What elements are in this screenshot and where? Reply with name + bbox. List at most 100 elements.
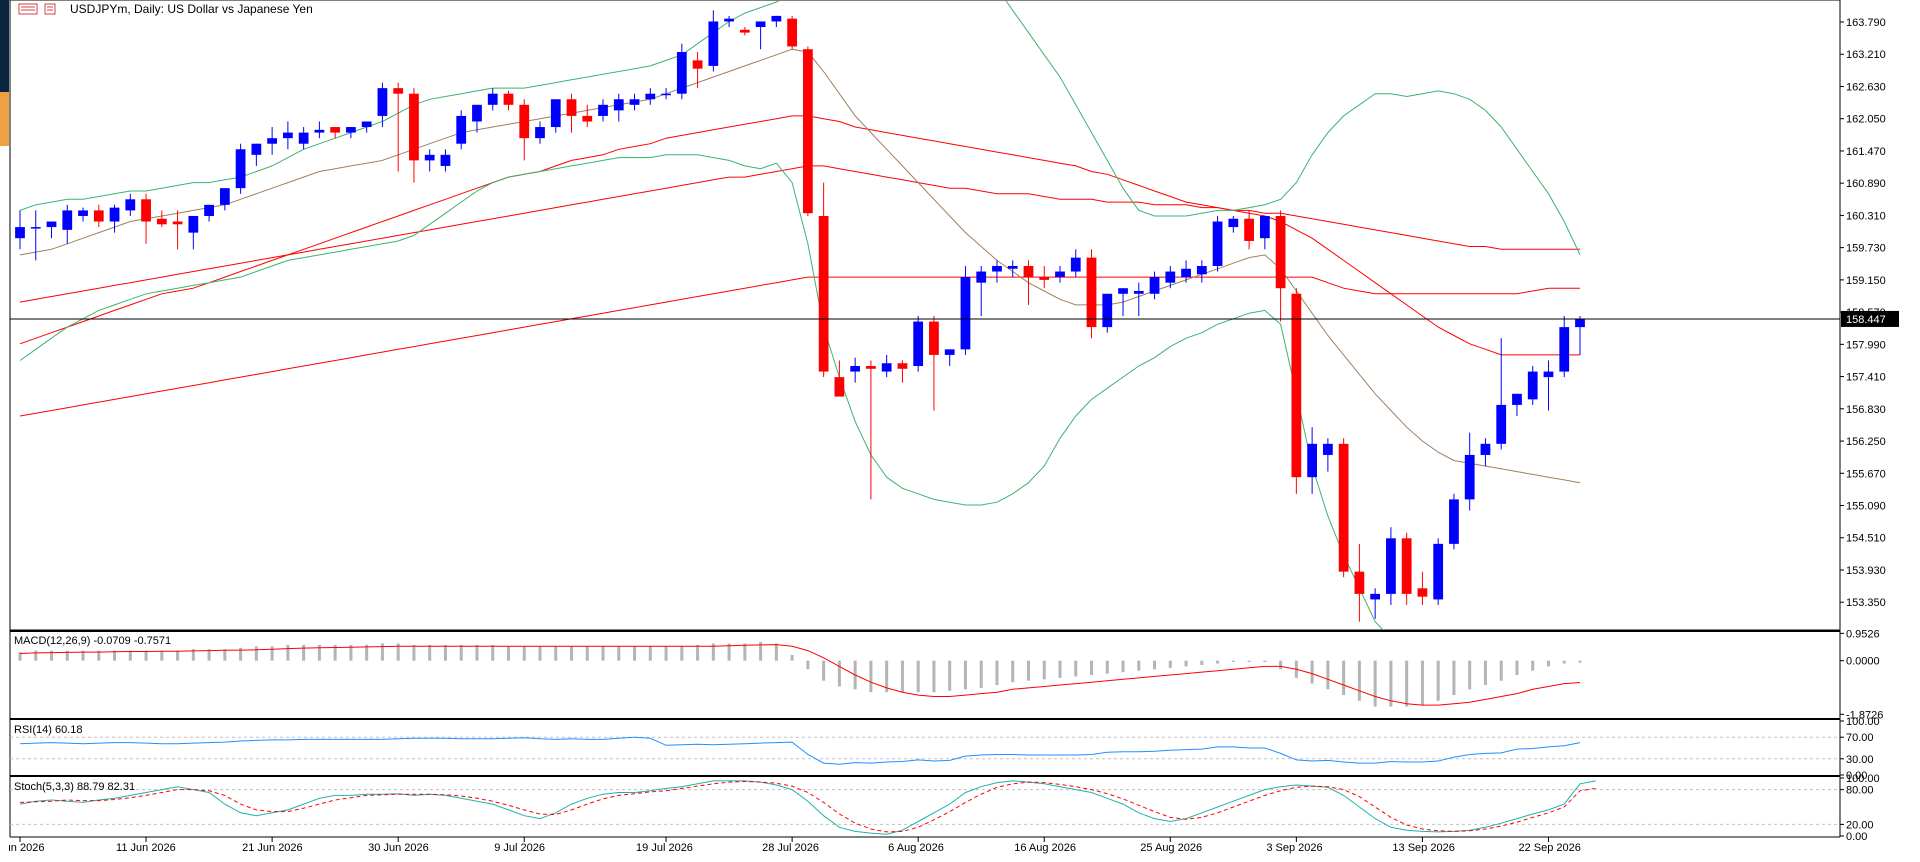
price-tick-label: 162.050	[1846, 114, 1886, 126]
macd-histogram-bar	[1263, 660, 1267, 663]
macd-histogram-bar	[979, 660, 983, 688]
macd-histogram-bar	[554, 646, 558, 661]
macd-histogram-bar	[365, 644, 369, 661]
price-tick-label: 154.510	[1846, 533, 1886, 545]
macd-histogram-bar	[317, 644, 321, 661]
date-tick-label: 19 Jul 2026	[636, 842, 693, 854]
candle-bull	[282, 132, 293, 139]
macd-histogram-bar	[1231, 660, 1235, 663]
date-tick-label: 2 Jun 2026	[0, 842, 44, 854]
candle-bull	[424, 154, 435, 161]
candle-bull	[251, 143, 262, 155]
price-tick-label: 157.990	[1846, 339, 1886, 351]
candle-bear	[141, 199, 151, 222]
moving-average-fast-line	[19, 48, 1581, 484]
candle-bull	[1575, 318, 1585, 328]
macd-histogram-bar	[443, 644, 447, 661]
candle-bull	[298, 132, 309, 144]
macd-histogram-bar	[475, 644, 479, 661]
macd-histogram-bar	[176, 650, 180, 661]
macd-histogram-bar	[538, 646, 542, 661]
macd-histogram-bar	[1420, 660, 1424, 706]
macd-histogram-bar	[1026, 660, 1030, 681]
rsi-label: RSI(14) 60.18	[14, 724, 82, 736]
macd-histogram-bar	[696, 644, 700, 661]
macd-histogram-bar	[617, 646, 621, 661]
macd-histogram-bar	[1168, 660, 1172, 668]
macd-histogram-bar	[1436, 660, 1440, 701]
candle-bull	[78, 210, 88, 216]
macd-histogram-bar	[333, 644, 337, 661]
stoch-label: Stoch(5,3,3) 88.79 82.31	[14, 781, 135, 793]
macd-histogram-bar	[65, 650, 69, 661]
candle-bear	[409, 93, 419, 161]
price-tick-label: 155.090	[1846, 501, 1886, 513]
left-panel-accent	[0, 92, 9, 146]
candle-bear	[834, 377, 845, 397]
candle-bear	[393, 88, 404, 94]
macd-histogram-bar	[128, 650, 132, 661]
candle-bear	[582, 115, 593, 122]
candle-bull	[913, 321, 924, 367]
date-tick-label: 21 Jun 2026	[242, 842, 303, 854]
candle-bear	[156, 218, 167, 225]
candle-bear	[1401, 538, 1412, 594]
candle-bull	[1212, 221, 1223, 266]
macd-histogram-bar	[963, 660, 967, 690]
macd-histogram-bar	[349, 644, 353, 661]
macd-histogram-bar	[601, 646, 605, 661]
candle-bull	[535, 127, 545, 139]
macd-histogram-bar	[380, 643, 384, 661]
candle-bull	[1449, 499, 1459, 544]
candle-bear	[1023, 265, 1034, 278]
candle-bull	[1181, 268, 1191, 278]
candle-bear	[172, 221, 183, 225]
candle-bear	[93, 210, 104, 222]
stoch-tick-label: 100.00	[1846, 773, 1880, 785]
bollinger-lower-line	[19, 154, 1384, 630]
candle-bull	[30, 227, 41, 229]
macd-histogram-bar	[1279, 660, 1283, 670]
macd-histogram-bar	[1074, 660, 1078, 677]
candle-bull	[204, 204, 214, 216]
macd-histogram-bar	[1531, 660, 1535, 671]
macd-histogram-bar	[869, 660, 873, 693]
macd-histogram-bar	[1578, 660, 1582, 663]
date-tick-label: 11 Jun 2026	[116, 842, 176, 854]
macd-histogram-bar	[191, 649, 195, 661]
candle-bull	[1165, 271, 1176, 283]
candle-bear	[1244, 218, 1254, 241]
macd-histogram-bar	[207, 649, 211, 661]
candle-bull	[1386, 538, 1396, 594]
rsi-tick-label: 0.00	[1846, 770, 1867, 782]
macd-histogram-bar	[50, 650, 54, 661]
macd-histogram-bar	[1499, 660, 1503, 681]
main-pane-frame	[9, 0, 1841, 631]
candle-bear	[692, 60, 703, 69]
macd-tick-label: 0.9526	[1846, 628, 1880, 640]
price-tick-label: 157.410	[1846, 372, 1886, 384]
macd-histogram-bar	[412, 644, 416, 661]
stoch-tick-label: 0.00	[1846, 831, 1867, 843]
indicator-list-icon[interactable]	[44, 3, 56, 15]
candle-bull	[46, 221, 57, 228]
macd-histogram-bar	[223, 649, 227, 661]
price-tick-label: 162.630	[1846, 81, 1886, 93]
macd-histogram-bar	[995, 660, 999, 686]
macd-histogram-bar	[1058, 660, 1062, 678]
chart-title: USDJPYm, Daily: US Dollar vs Japanese Ye…	[70, 2, 313, 16]
candle-bull	[850, 366, 861, 372]
current-price-label: 158.447	[1846, 314, 1886, 326]
macd-histogram-bar	[664, 646, 668, 661]
candle-bull	[1433, 543, 1444, 600]
candle-bull	[456, 115, 467, 144]
candle-bear	[818, 215, 829, 372]
rsi-tick-label: 100.00	[1846, 716, 1880, 728]
macd-histogram-bar	[837, 660, 841, 687]
macd-histogram-bar	[585, 646, 589, 661]
macd-histogram-bar	[948, 660, 952, 691]
date-tick-label: 22 Sep 2026	[1518, 842, 1580, 854]
candle-bull	[1055, 271, 1065, 278]
macd-histogram-bar	[1452, 660, 1456, 696]
chart-window-icon[interactable]	[18, 3, 38, 15]
